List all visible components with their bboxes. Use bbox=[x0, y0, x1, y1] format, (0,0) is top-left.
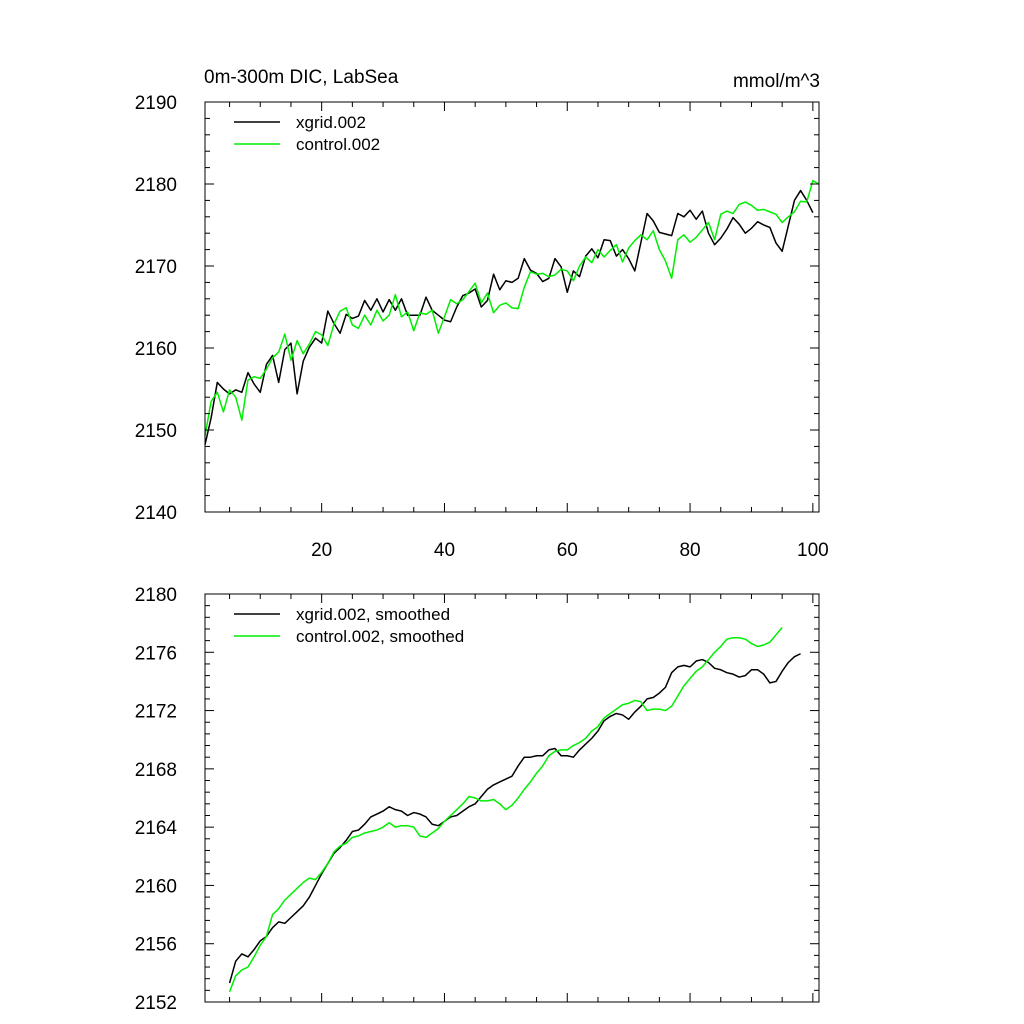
x-tick-label: 100 bbox=[797, 540, 829, 561]
y-tick-label: 2168 bbox=[135, 760, 177, 781]
y-tick-label: 2180 bbox=[135, 585, 177, 606]
y-tick-label: 2176 bbox=[135, 643, 177, 664]
axis-ticks-smoothed bbox=[205, 593, 819, 1003]
chart-units-label: mmol/m^3 bbox=[733, 71, 820, 92]
legend-label: xgrid.002, smoothed bbox=[296, 605, 450, 624]
x-tick-label: 40 bbox=[434, 540, 455, 561]
axis-ticks bbox=[205, 101, 819, 513]
x-tick-label: 60 bbox=[557, 540, 578, 561]
plot-frame bbox=[204, 101, 820, 513]
y-tick-label: 2156 bbox=[135, 935, 177, 956]
series-line-xgrid bbox=[204, 189, 814, 445]
y-tick-label: 2160 bbox=[135, 876, 177, 897]
legend-smoothed: xgrid.002, smoothed control.002, smoothed bbox=[234, 605, 464, 646]
y-tick-label: 2160 bbox=[135, 339, 177, 360]
top-chart-panel: 0m-300m DIC, LabSea mmol/m^3 2140 2150 216… bbox=[135, 67, 829, 561]
y-tick-label: 2190 bbox=[135, 93, 177, 114]
y-axis-labels: 2140 2150 2160 2170 2180 2190 bbox=[135, 93, 177, 524]
series-line-control bbox=[204, 179, 820, 436]
x-tick-label: 80 bbox=[679, 540, 700, 561]
y-axis-labels-smoothed: 2152 2156 2160 2164 2168 2172 2176 2180 bbox=[135, 585, 178, 1014]
plot-frame-smoothed bbox=[204, 593, 820, 1003]
y-tick-label: 2170 bbox=[135, 257, 177, 278]
x-tick-label: 20 bbox=[311, 540, 332, 561]
legend-label: xgrid.002 bbox=[296, 113, 366, 132]
bottom-chart-panel: 2152 2156 2160 2164 2168 2172 2176 2180 xgrid.0… bbox=[135, 585, 820, 1014]
y-tick-label: 2152 bbox=[135, 993, 177, 1014]
x-axis-labels: 20 40 60 80 100 bbox=[311, 540, 829, 561]
y-tick-label: 2164 bbox=[135, 818, 178, 839]
chart-title: 0m-300m DIC, LabSea bbox=[204, 67, 399, 88]
legend: xgrid.002 control.002 bbox=[234, 113, 380, 154]
series-line-control bbox=[228, 627, 783, 993]
y-tick-label: 2140 bbox=[135, 503, 177, 524]
series-line-xgrid bbox=[228, 653, 801, 984]
series-layer bbox=[204, 179, 820, 445]
legend-label: control.002 bbox=[296, 135, 380, 154]
y-tick-label: 2180 bbox=[135, 175, 177, 196]
y-tick-label: 2150 bbox=[135, 421, 177, 442]
series-layer-smoothed bbox=[228, 627, 801, 993]
legend-label: control.002, smoothed bbox=[296, 627, 464, 646]
y-tick-label: 2172 bbox=[135, 702, 177, 723]
